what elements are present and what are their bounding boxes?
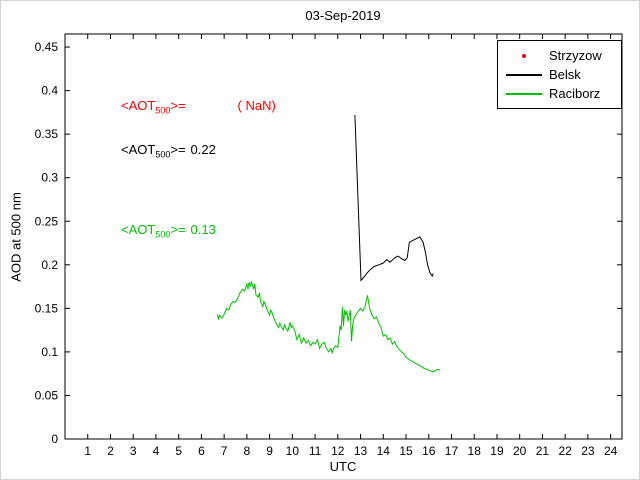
x-tick-label: 6 [198, 444, 205, 458]
x-tick-label: 3 [130, 444, 137, 458]
x-tick-label: 5 [175, 444, 182, 458]
y-axis-label: AOD at 500 nm [8, 192, 24, 282]
y-tick-label: 0.05 [35, 388, 59, 402]
x-tick-label: 13 [354, 444, 368, 458]
annotation-subscript: 500 [155, 105, 171, 116]
x-tick-label: 18 [468, 444, 482, 458]
annotation-suffix: >= [170, 222, 186, 237]
annotation-value: ( NaN) [237, 98, 276, 113]
annotation-prefix: <AOT [121, 222, 156, 237]
x-tick-label: 24 [604, 444, 618, 458]
annotation-subscript: 500 [155, 229, 171, 240]
x-tick-label: 19 [490, 444, 504, 458]
x-tick-label: 4 [153, 444, 160, 458]
legend-marker-strzyzow [506, 53, 542, 58]
y-tick-label: 0.15 [35, 301, 59, 315]
legend-item-raciborz: Raciborz [498, 84, 621, 103]
legend-marker-belsk [506, 73, 542, 76]
legend-label: Belsk [549, 67, 581, 82]
x-tick-label: 8 [244, 444, 251, 458]
x-axis-label: UTC [329, 459, 357, 474]
annotation-suffix: >= [170, 142, 186, 157]
x-tick-label: 1 [84, 444, 91, 458]
x-tick-label: 23 [581, 444, 595, 458]
y-tick-label: 0.35 [35, 127, 59, 141]
x-tick-label: 14 [377, 444, 391, 458]
x-tick-label: 11 [309, 444, 322, 458]
x-tick-label: 16 [422, 444, 436, 458]
x-tick-label: 9 [266, 444, 273, 458]
series-line-raciborz [216, 281, 441, 373]
legend-label: Strzyzow [549, 48, 602, 63]
x-tick-label: 12 [331, 444, 345, 458]
annotation-raciborz-mean: <AOT500>= 0.13 [121, 222, 216, 240]
annotation-suffix: >= [170, 98, 186, 113]
x-tick-label: 17 [445, 444, 459, 458]
legend-marker-raciborz [506, 92, 542, 95]
legend: Strzyzow Belsk Raciborz [497, 40, 622, 109]
series-line-belsk [354, 114, 434, 282]
red-dot-marker-icon [522, 53, 526, 58]
y-tick-label: 0.2 [41, 258, 58, 272]
annotation-prefix: <AOT [121, 142, 156, 157]
annotation-prefix: <AOT [121, 98, 156, 113]
y-tick-label: 0.25 [35, 214, 59, 228]
annotation-belsk-mean: <AOT500>= 0.22 [121, 142, 216, 160]
y-tick-label: 0.1 [41, 345, 58, 359]
annotation-value: 0.22 [190, 142, 216, 157]
x-tick-label: 22 [558, 444, 572, 458]
y-tick-label: 0.3 [41, 171, 58, 185]
annotation-subscript: 500 [155, 149, 171, 160]
y-tick-label: 0.45 [35, 40, 59, 54]
x-tick-label: 21 [536, 444, 550, 458]
x-tick-label: 10 [286, 444, 300, 458]
annotation-strzyzow-mean: <AOT500>= ( NaN) [121, 98, 276, 116]
legend-item-strzyzow: Strzyzow [498, 46, 621, 65]
x-tick-label: 20 [513, 444, 527, 458]
y-tick-label: 0 [51, 432, 58, 446]
legend-item-belsk: Belsk [498, 65, 621, 84]
green-line-marker-icon [506, 92, 542, 95]
annotation-value: 0.13 [190, 222, 216, 237]
y-tick-label: 0.4 [41, 84, 58, 98]
chart-title: 03-Sep-2019 [305, 8, 381, 23]
x-tick-label: 7 [221, 444, 228, 458]
x-tick-label: 15 [399, 444, 413, 458]
legend-label: Raciborz [549, 86, 601, 101]
x-tick-label: 2 [107, 444, 114, 458]
black-line-marker-icon [506, 73, 542, 76]
